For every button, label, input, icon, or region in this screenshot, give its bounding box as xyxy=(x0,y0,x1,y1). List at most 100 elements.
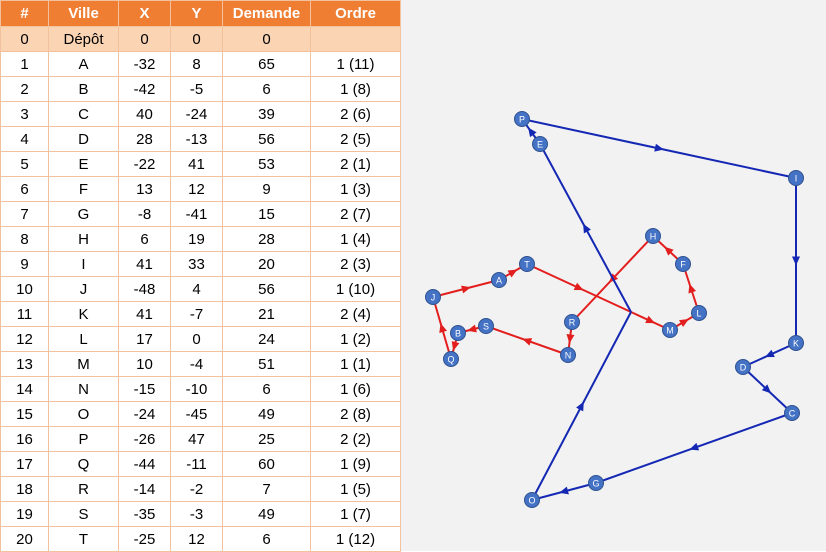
city-node-label: E xyxy=(537,140,543,150)
table-cell: -25 xyxy=(118,526,171,552)
direction-arrow-icon xyxy=(792,256,800,266)
table-cell: 39 xyxy=(222,101,311,127)
table-cell: 14 xyxy=(0,376,49,402)
table-cell: 19 xyxy=(170,226,223,252)
table-row: 13 M 10 -4 51 1 (1) xyxy=(0,351,401,377)
table-cell: 2 (3) xyxy=(310,251,401,277)
city-node-label: O xyxy=(528,496,535,506)
city-node: M xyxy=(662,322,678,338)
city-node-label: C xyxy=(789,409,796,419)
city-node-label: N xyxy=(565,351,572,361)
direction-arrow-icon xyxy=(566,334,575,344)
city-node-label: A xyxy=(496,276,502,286)
direction-arrow-icon xyxy=(461,285,471,294)
table-cell: B xyxy=(48,76,119,102)
table-cell: I xyxy=(48,251,119,277)
city-node-marker xyxy=(691,305,707,321)
city-node-label: I xyxy=(795,174,798,184)
table-cell: 10 xyxy=(0,276,49,302)
table-cell: 7 xyxy=(222,476,311,502)
table-cell: 1 (1) xyxy=(310,351,401,377)
city-node: S xyxy=(478,318,494,334)
table-cell: 12 xyxy=(170,526,223,552)
direction-arrow-icon xyxy=(688,283,697,294)
table-row: 8 H 6 19 28 1 (4) xyxy=(0,226,401,252)
column-header: Ville xyxy=(48,0,119,27)
table-cell: -22 xyxy=(118,151,171,177)
direction-arrow-icon xyxy=(507,269,518,278)
table-cell: 2 (2) xyxy=(310,426,401,452)
table-cell: M xyxy=(48,351,119,377)
city-node: N xyxy=(560,347,576,363)
table-cell: T xyxy=(48,526,119,552)
city-node-label: J xyxy=(431,293,436,303)
city-node-marker xyxy=(560,347,576,363)
table-cell: K xyxy=(48,301,119,327)
table-cell: Q xyxy=(48,451,119,477)
table-cell: 1 xyxy=(0,51,49,77)
table-cell: 4 xyxy=(0,126,49,152)
table-cell: -4 xyxy=(170,351,223,377)
table-cell: 1 (4) xyxy=(310,226,401,252)
table-cell: 49 xyxy=(222,501,311,527)
table-cell: 41 xyxy=(170,151,223,177)
city-node-marker xyxy=(788,335,804,351)
direction-arrow-icon xyxy=(467,324,477,333)
table-cell: 1 (6) xyxy=(310,376,401,402)
city-node: G xyxy=(588,475,604,491)
table-cell: -7 xyxy=(170,301,223,327)
direction-arrow-icon xyxy=(573,282,584,291)
table-cell: 6 xyxy=(222,376,311,402)
city-node-label: P xyxy=(519,115,525,125)
direction-arrow-icon xyxy=(583,223,591,234)
table-cell: 49 xyxy=(222,401,311,427)
table-cell: 2 xyxy=(0,76,49,102)
city-node-marker xyxy=(478,318,494,334)
table-cell: 25 xyxy=(222,426,311,452)
column-header: Y xyxy=(170,0,223,27)
table-cell: -32 xyxy=(118,51,171,77)
table-cell: 7 xyxy=(0,201,49,227)
table-cell: L xyxy=(48,326,119,352)
table-cell: 41 xyxy=(118,251,171,277)
table-cell: 40 xyxy=(118,101,171,127)
table-row: 1 A -32 8 65 1 (11) xyxy=(0,51,401,77)
direction-arrow-icon xyxy=(654,143,664,152)
city-node-marker xyxy=(425,289,441,305)
table-row: 6 F 13 12 9 1 (3) xyxy=(0,176,401,202)
table-cell: 1 (12) xyxy=(310,526,401,552)
table-cell: -24 xyxy=(118,401,171,427)
table-cell: 0 xyxy=(170,26,223,52)
direction-arrow-icon xyxy=(522,338,533,346)
city-node-label: B xyxy=(455,329,461,339)
table-cell: E xyxy=(48,151,119,177)
table-cell: 19 xyxy=(0,501,49,527)
table-cell: -26 xyxy=(118,426,171,452)
city-node-label: F xyxy=(680,260,686,270)
table-cell: -14 xyxy=(118,476,171,502)
route-edges xyxy=(432,118,800,501)
city-node-label: H xyxy=(650,232,657,242)
table-cell: 21 xyxy=(222,301,311,327)
table-cell: 8 xyxy=(0,226,49,252)
city-node-marker xyxy=(784,405,800,421)
table-cell: G xyxy=(48,201,119,227)
table-row: 10 J -48 4 56 1 (10) xyxy=(0,276,401,302)
table-cell: -42 xyxy=(118,76,171,102)
city-node: F xyxy=(675,256,691,272)
city-node-marker xyxy=(450,325,466,341)
table-cell: 51 xyxy=(222,351,311,377)
city-node: L xyxy=(691,305,707,321)
city-node: J xyxy=(425,289,441,305)
table-cell: -11 xyxy=(170,451,223,477)
city-node: H xyxy=(645,228,661,244)
table-cell: -41 xyxy=(170,201,223,227)
table-cell: 1 (9) xyxy=(310,451,401,477)
table-cell: J xyxy=(48,276,119,302)
city-node: E xyxy=(532,136,548,152)
table-cell: 41 xyxy=(118,301,171,327)
table-cell: -35 xyxy=(118,501,171,527)
table-cell: 13 xyxy=(118,176,171,202)
table-cell: 6 xyxy=(0,176,49,202)
table-cell: 1 (2) xyxy=(310,326,401,352)
